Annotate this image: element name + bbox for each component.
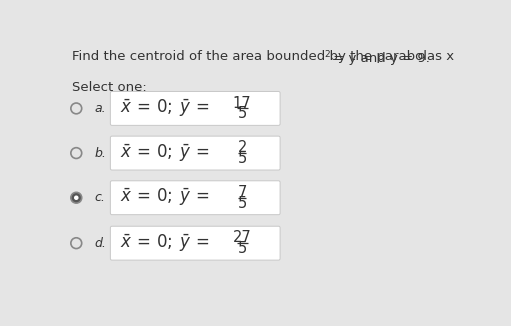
Text: b.: b. <box>95 147 107 160</box>
Text: 27: 27 <box>233 230 251 245</box>
Text: $\bar{x}$$\,=\,$$0$$;\;$$\bar{y}$$\,=\,$: $\bar{x}$$\,=\,$$0$$;\;$$\bar{y}$$\,=\,$ <box>120 232 210 254</box>
Circle shape <box>71 192 82 203</box>
FancyBboxPatch shape <box>110 136 280 170</box>
Text: 7: 7 <box>238 185 247 200</box>
FancyBboxPatch shape <box>110 226 280 260</box>
Text: $\bar{x}$$\,=\,$$0$$;\;$$\bar{y}$$\,=\,$: $\bar{x}$$\,=\,$$0$$;\;$$\bar{y}$$\,=\,$ <box>120 98 210 119</box>
Text: 5: 5 <box>238 196 247 211</box>
Circle shape <box>74 196 79 200</box>
Text: 2: 2 <box>238 140 247 155</box>
Text: a.: a. <box>95 102 106 115</box>
Text: c.: c. <box>95 191 106 204</box>
FancyBboxPatch shape <box>110 181 280 215</box>
Text: Select one:: Select one: <box>72 82 146 95</box>
Text: 5: 5 <box>238 241 247 256</box>
Text: d.: d. <box>95 237 107 250</box>
Text: 2: 2 <box>324 50 330 59</box>
Text: $\bar{x}$$\,=\,$$0$$;\;$$\bar{y}$$\,=\,$: $\bar{x}$$\,=\,$$0$$;\;$$\bar{y}$$\,=\,$ <box>120 142 210 164</box>
FancyBboxPatch shape <box>110 92 280 126</box>
Text: $\bar{x}$$\,=\,$$0$$;\;$$\bar{y}$$\,=\,$: $\bar{x}$$\,=\,$$0$$;\;$$\bar{y}$$\,=\,$ <box>120 187 210 208</box>
Text: 5: 5 <box>238 106 247 121</box>
Text: Find the centroid of the area bounded by the parabolas x: Find the centroid of the area bounded by… <box>72 50 454 63</box>
Text: 5: 5 <box>238 151 247 166</box>
Text: = y and y = 9.: = y and y = 9. <box>329 52 430 65</box>
Text: 17: 17 <box>233 96 251 111</box>
